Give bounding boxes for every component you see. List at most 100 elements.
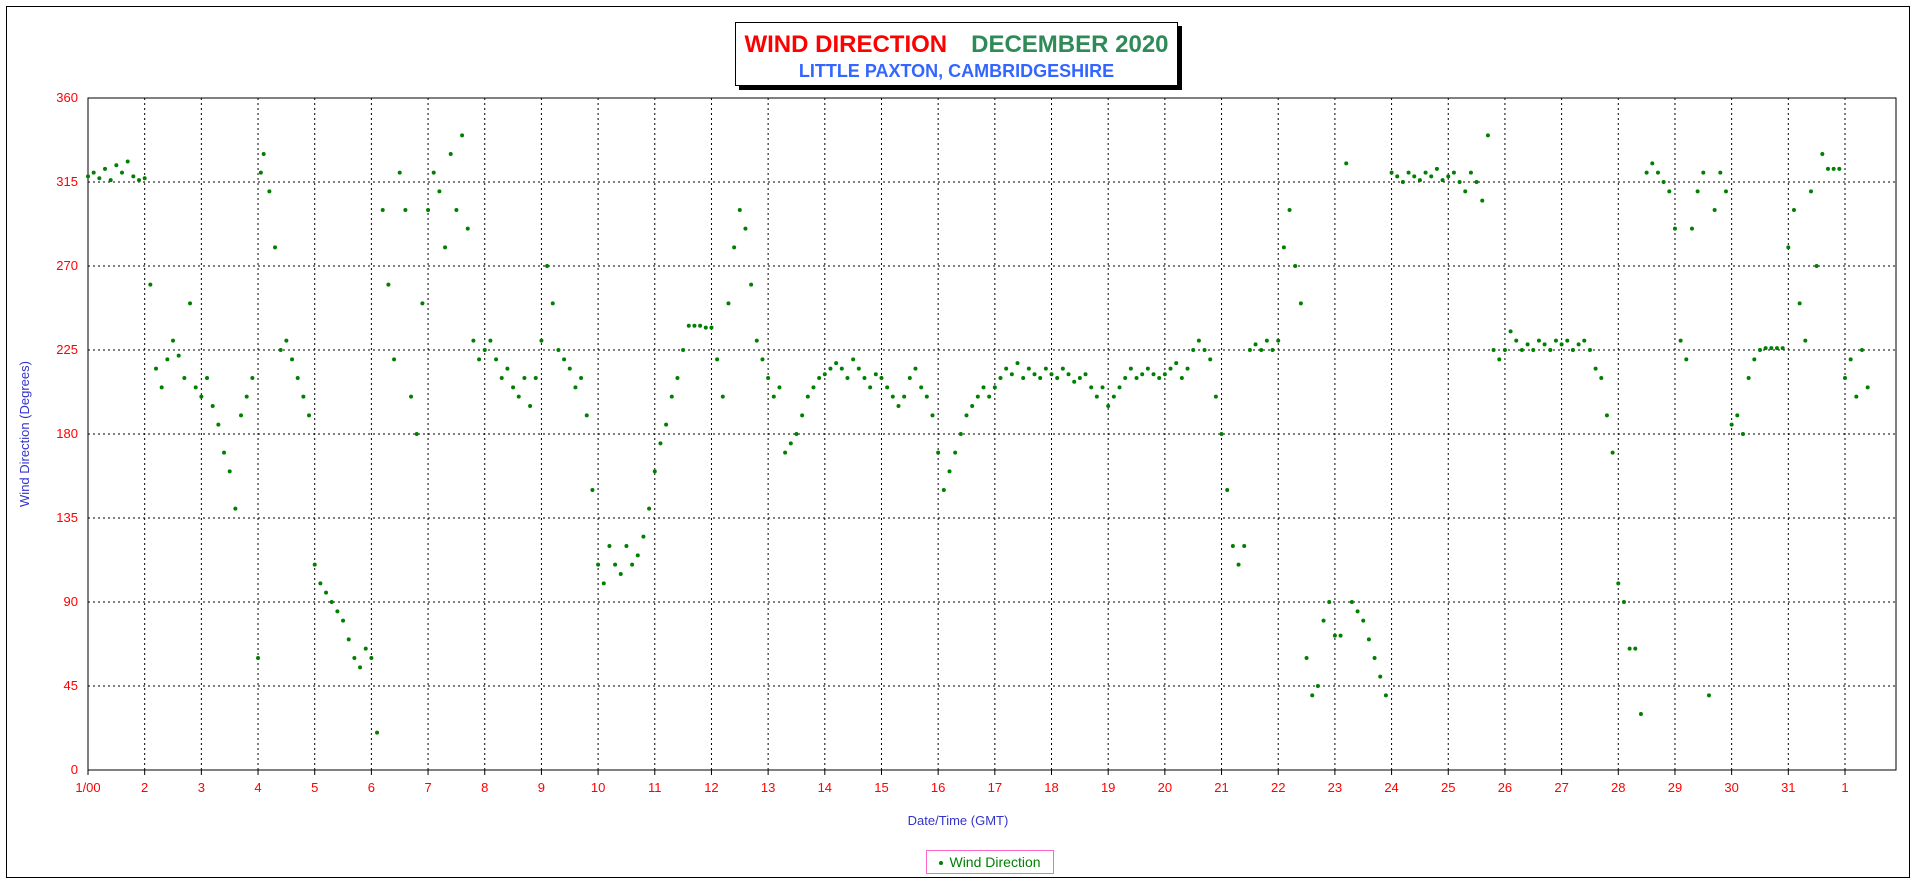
data-point	[312, 562, 317, 567]
data-point	[1701, 170, 1706, 175]
data-point	[579, 376, 584, 380]
data-point	[91, 170, 96, 175]
data-point	[403, 208, 408, 212]
data-point	[584, 413, 589, 418]
data-point	[1225, 488, 1230, 492]
data-point	[1106, 404, 1111, 408]
data-point	[1378, 674, 1383, 679]
data-point	[1599, 376, 1604, 380]
data-point	[868, 385, 873, 390]
data-point	[1015, 361, 1020, 366]
data-point	[295, 376, 300, 380]
data-point	[1854, 394, 1859, 399]
data-point	[992, 385, 997, 390]
data-point	[1004, 366, 1009, 371]
data-point	[1111, 394, 1116, 399]
data-point	[845, 376, 850, 380]
x-tick-label: 7	[424, 780, 431, 795]
data-point	[647, 506, 652, 511]
data-point	[970, 404, 975, 408]
data-point	[267, 189, 272, 194]
data-point	[783, 450, 788, 455]
data-points	[86, 133, 1870, 735]
data-point	[171, 338, 176, 343]
data-point	[1672, 226, 1677, 231]
data-point	[1587, 348, 1592, 352]
chart-frame	[6, 6, 1910, 878]
data-point	[1270, 348, 1275, 352]
data-point	[613, 562, 618, 567]
data-point	[856, 366, 861, 371]
data-point	[346, 637, 351, 642]
data-point	[1791, 208, 1796, 212]
data-point	[1825, 166, 1830, 171]
data-point	[766, 376, 771, 380]
data-point	[1264, 338, 1269, 343]
data-point	[522, 376, 527, 380]
data-point	[414, 432, 419, 436]
data-point	[1718, 170, 1723, 175]
data-point	[1848, 357, 1853, 362]
data-point	[590, 488, 595, 492]
data-point	[732, 245, 737, 250]
data-point	[1247, 348, 1252, 352]
data-point	[154, 366, 159, 371]
data-point	[1604, 413, 1609, 418]
data-point	[885, 385, 890, 390]
data-point	[1434, 166, 1439, 171]
data-point	[284, 338, 289, 343]
data-point	[227, 469, 232, 474]
data-point	[437, 189, 442, 194]
data-point	[686, 323, 691, 328]
data-point	[1542, 342, 1547, 347]
data-point	[114, 163, 119, 168]
data-point	[1162, 372, 1167, 377]
data-point	[1463, 189, 1468, 194]
data-point	[890, 394, 895, 399]
data-point	[1236, 562, 1241, 567]
data-point	[1525, 342, 1530, 347]
data-point	[131, 174, 136, 179]
data-point	[363, 646, 368, 651]
data-point	[125, 159, 130, 164]
data-point	[1372, 656, 1377, 660]
data-point	[1406, 170, 1411, 175]
data-point	[573, 385, 578, 390]
data-point	[1213, 394, 1218, 399]
data-point	[1837, 166, 1842, 171]
data-point	[715, 357, 720, 362]
x-axis-ticks: 1/00 2 3 4 5 6 7 8 9 10 11 12 13 14 15 16 17 18 19 20 21 22 23…	[75, 780, 1848, 795]
data-point	[1191, 348, 1196, 352]
data-point	[981, 385, 986, 390]
data-point	[1548, 348, 1553, 352]
data-point	[1446, 174, 1451, 179]
data-point	[1536, 338, 1541, 343]
chart-title-box: WIND DIRECTION DECEMBER 2020 LITTLE PAXTO…	[735, 22, 1178, 86]
data-point	[199, 394, 204, 399]
x-tick-label: 5	[311, 780, 318, 795]
data-point	[488, 338, 493, 343]
data-point	[720, 394, 725, 399]
y-tick-label: 0	[71, 762, 78, 777]
data-point	[205, 376, 210, 380]
data-point	[465, 226, 470, 231]
data-point	[958, 432, 963, 436]
y-tick-label: 225	[56, 342, 78, 357]
x-tick-label: 4	[254, 780, 261, 795]
data-point	[1032, 372, 1037, 377]
data-point	[233, 506, 238, 511]
y-axis-ticks: 0 45 90 135 180 225 270 315 360	[56, 90, 78, 777]
x-tick-label: 16	[931, 780, 945, 795]
data-point	[443, 245, 448, 250]
data-point	[1083, 372, 1088, 377]
data-point	[936, 450, 941, 455]
data-point	[1633, 646, 1638, 651]
data-point	[165, 357, 170, 362]
data-point	[239, 413, 244, 418]
data-point	[1134, 376, 1139, 380]
data-point	[1593, 366, 1598, 371]
data-point	[1123, 376, 1128, 380]
data-point	[550, 301, 555, 306]
x-tick-label: 1	[1841, 780, 1848, 795]
data-point	[1355, 609, 1360, 614]
